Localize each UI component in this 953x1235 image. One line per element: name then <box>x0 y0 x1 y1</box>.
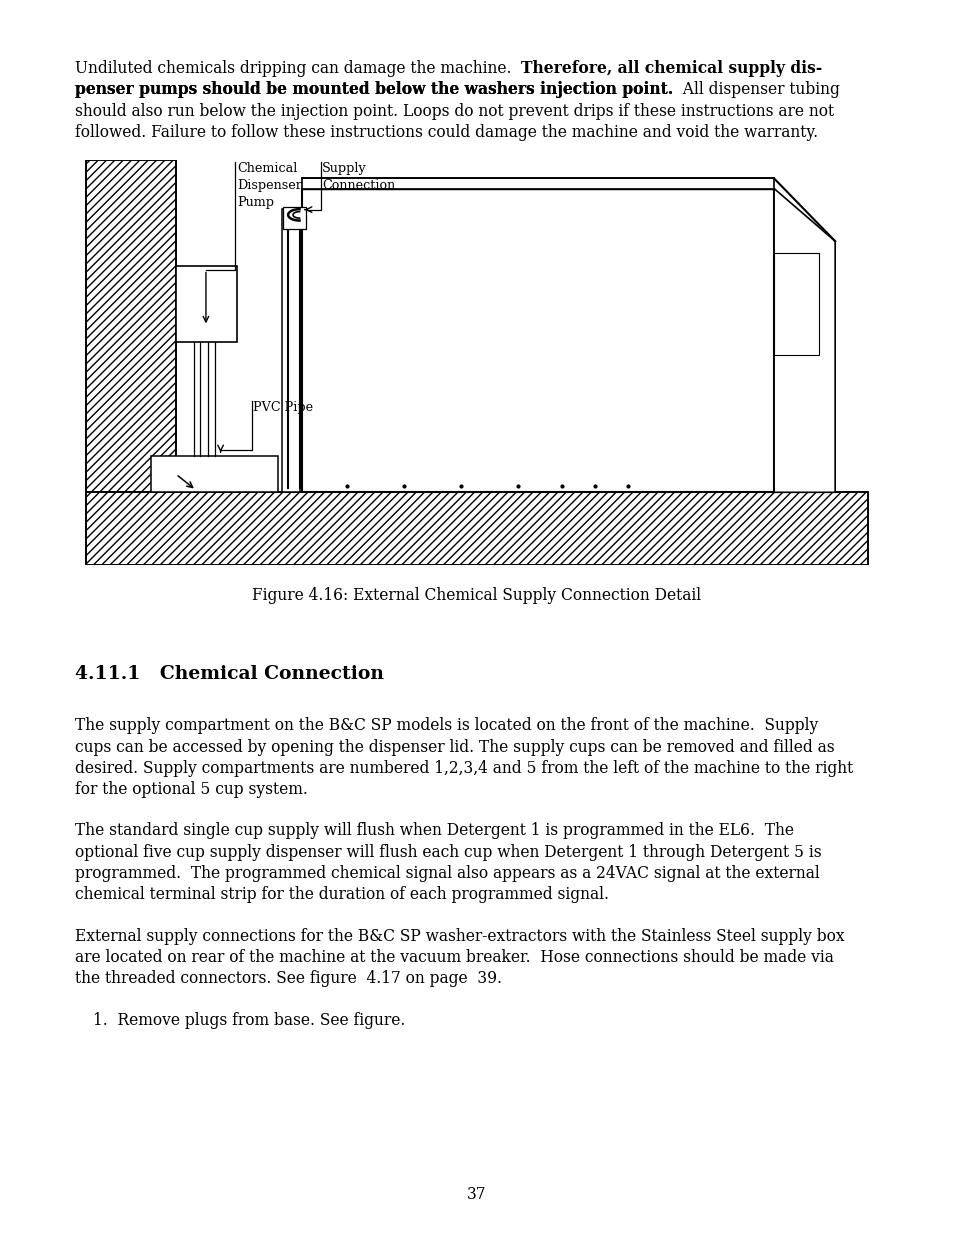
Bar <box>175 266 236 342</box>
Text: desired. Supply compartments are numbered 1,2,3,4 and 5 from the left of the mac: desired. Supply compartments are numbere… <box>75 760 852 777</box>
Text: optional five cup supply dispenser will flush each cup when Detergent 1 through : optional five cup supply dispenser will … <box>75 844 821 861</box>
Bar <box>302 178 773 189</box>
Text: penser pumps should be mounted below the washers injection point.: penser pumps should be mounted below the… <box>75 82 673 99</box>
Text: are located on rear of the machine at the vacuum breaker.  Hose connections shou: are located on rear of the machine at th… <box>75 948 833 966</box>
Text: for the optional 5 cup system.: for the optional 5 cup system. <box>75 781 308 798</box>
Text: Chemical
Dispenser
Pump: Chemical Dispenser Pump <box>236 162 301 209</box>
Bar <box>86 493 867 566</box>
Text: Therefore, all chemical supply dis-: Therefore, all chemical supply dis- <box>520 61 821 77</box>
Text: the threaded connectors. See figure  4.17 on page  39.: the threaded connectors. See figure 4.17… <box>75 971 501 987</box>
Text: All dispenser tubing: All dispenser tubing <box>673 82 840 99</box>
Text: External supply connections for the B&C SP washer-extractors with the Stainless : External supply connections for the B&C … <box>75 927 843 945</box>
Bar <box>283 206 306 228</box>
Text: Supply
Connection: Supply Connection <box>322 162 395 193</box>
Bar <box>86 161 175 493</box>
Polygon shape <box>773 189 834 493</box>
Bar <box>281 209 299 493</box>
Text: PVC Pipe: PVC Pipe <box>253 401 313 414</box>
Text: The supply compartment on the B&C SP models is located on the front of the machi: The supply compartment on the B&C SP mod… <box>75 718 818 734</box>
Text: chemical terminal strip for the duration of each programmed signal.: chemical terminal strip for the duration… <box>75 887 608 903</box>
Bar <box>773 253 818 354</box>
Text: should also run below the injection point. Loops do not prevent drips if these i: should also run below the injection poin… <box>75 103 833 120</box>
Text: cups can be accessed by opening the dispenser lid. The supply cups can be remove: cups can be accessed by opening the disp… <box>75 739 834 756</box>
Text: penser pumps should be mounted below the washers injection point.: penser pumps should be mounted below the… <box>75 82 673 99</box>
Text: 37: 37 <box>467 1186 486 1203</box>
Bar <box>302 189 773 493</box>
Text: 1.  Remove plugs from base. See figure.: 1. Remove plugs from base. See figure. <box>92 1011 405 1029</box>
Bar <box>152 456 277 493</box>
Text: 4.11.1   Chemical Connection: 4.11.1 Chemical Connection <box>75 666 384 683</box>
Text: The standard single cup supply will flush when Detergent 1 is programmed in the : The standard single cup supply will flus… <box>75 823 793 840</box>
Text: programmed.  The programmed chemical signal also appears as a 24VAC signal at th: programmed. The programmed chemical sign… <box>75 864 819 882</box>
Text: followed. Failure to follow these instructions could damage the machine and void: followed. Failure to follow these instru… <box>75 124 818 141</box>
Text: Figure 4.16: External Chemical Supply Connection Detail: Figure 4.16: External Chemical Supply Co… <box>253 587 700 604</box>
Text: Undiluted chemicals dripping can damage the machine.: Undiluted chemicals dripping can damage … <box>75 61 520 77</box>
